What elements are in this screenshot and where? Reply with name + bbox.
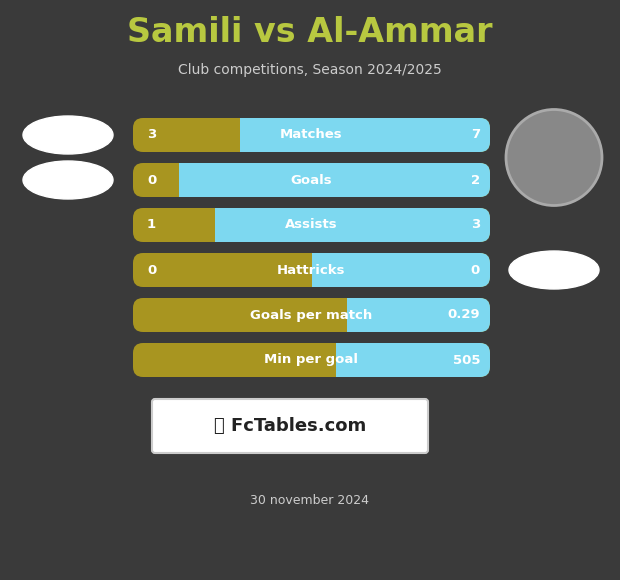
Ellipse shape <box>509 251 599 289</box>
Text: Min per goal: Min per goal <box>265 353 358 367</box>
Circle shape <box>506 110 602 205</box>
Text: Goals: Goals <box>291 173 332 187</box>
FancyBboxPatch shape <box>133 298 490 332</box>
FancyBboxPatch shape <box>133 118 490 152</box>
Text: 2: 2 <box>471 173 480 187</box>
Text: 7: 7 <box>471 129 480 142</box>
FancyBboxPatch shape <box>133 208 490 242</box>
FancyBboxPatch shape <box>133 343 490 377</box>
Text: Matches: Matches <box>280 129 343 142</box>
Ellipse shape <box>23 161 113 199</box>
FancyBboxPatch shape <box>133 208 490 242</box>
Text: 30 november 2024: 30 november 2024 <box>250 494 370 506</box>
Ellipse shape <box>23 116 113 154</box>
FancyBboxPatch shape <box>133 298 490 332</box>
Text: 0: 0 <box>147 173 156 187</box>
Text: 505: 505 <box>453 353 480 367</box>
FancyBboxPatch shape <box>133 343 490 377</box>
Text: 0: 0 <box>147 263 156 277</box>
Text: 0: 0 <box>471 263 480 277</box>
Text: 0.29: 0.29 <box>448 309 480 321</box>
FancyBboxPatch shape <box>133 253 490 287</box>
FancyBboxPatch shape <box>133 163 490 197</box>
Text: 3: 3 <box>471 219 480 231</box>
Text: 3: 3 <box>147 129 156 142</box>
FancyBboxPatch shape <box>133 163 490 197</box>
Text: Goals per match: Goals per match <box>250 309 373 321</box>
Text: 1: 1 <box>147 219 156 231</box>
Text: Club competitions, Season 2024/2025: Club competitions, Season 2024/2025 <box>178 63 442 77</box>
FancyBboxPatch shape <box>133 118 490 152</box>
Text: 📈 FcTables.com: 📈 FcTables.com <box>214 417 366 435</box>
Text: Hattricks: Hattricks <box>277 263 346 277</box>
Text: Assists: Assists <box>285 219 338 231</box>
Text: Samili vs Al-Ammar: Samili vs Al-Ammar <box>127 16 493 49</box>
FancyBboxPatch shape <box>152 399 428 453</box>
FancyBboxPatch shape <box>133 253 490 287</box>
